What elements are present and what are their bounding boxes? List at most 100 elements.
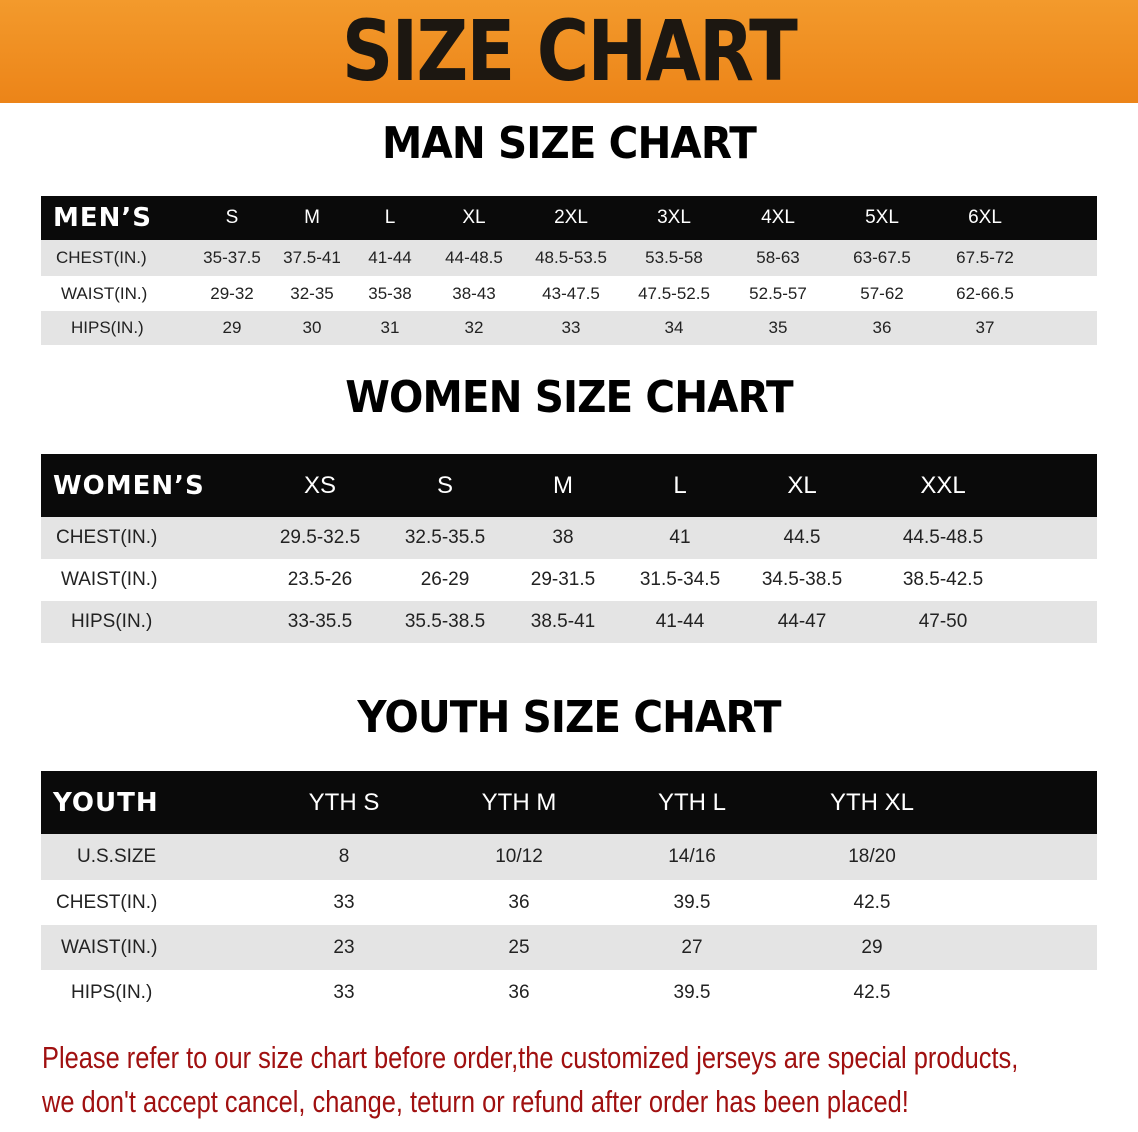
youth-header-row: YOUTH YTH S YTH M YTH L YTH XL [41,771,1097,834]
table-cell: 31.5-34.5 [639,569,721,590]
table-cell: 52.5-57 [749,283,807,303]
size-column-header: 2XL [554,207,588,228]
table-row: CHEST(IN.) 33 36 39.5 42.5 [41,880,1097,925]
table-cell: 29-31.5 [530,569,596,590]
table-cell: 62-66.5 [956,283,1014,303]
table-cell: 53.5-58 [645,248,703,267]
women-section-title: WOMEN SIZE CHART [345,372,793,423]
table-row: HIPS(IN.) 29 30 31 32 33 34 35 36 37 [41,311,1097,345]
table-cell: 41-44 [368,248,412,267]
table-cell: 35-38 [368,283,412,303]
table-cell: 38.5-41 [530,611,596,632]
size-column-header: XL [462,207,486,228]
row-label: CHEST(IN.) [56,891,158,913]
table-cell: 41-44 [655,611,705,632]
table-cell: 42.5 [853,981,891,1003]
women-header-label: WOMEN’S [53,470,205,501]
table-cell: 29 [222,318,242,337]
size-column-header: 4XL [761,207,795,228]
table-row: WAIST(IN.) 23 25 27 29 [41,925,1097,970]
women-size-table: WOMEN’S XS S M L XL XXL CHEST(IN.) 29.5-32.5 32.5… [41,454,1097,643]
table-cell: 38.5-42.5 [902,569,984,590]
table-cell: 37 [975,318,995,337]
table-cell: 32-35 [290,283,334,303]
table-cell: 63-67.5 [853,248,911,267]
size-column-header: YTH XL [829,788,915,816]
row-label: HIPS(IN.) [71,318,144,337]
table-cell: 23 [333,936,355,958]
men-size-table: MEN’S S M L XL 2XL 3XL 4XL 5XL 6XL CHEST(IN.) 35-37… [41,196,1097,345]
row-label: WAIST(IN.) [61,936,158,958]
men-header-row: MEN’S S M L XL 2XL 3XL 4XL 5XL 6XL [41,196,1097,240]
table-row: HIPS(IN.) 33-35.5 35.5-38.5 38.5-41 41-44 44-… [41,601,1097,643]
row-label: HIPS(IN.) [71,981,153,1003]
row-label: WAIST(IN.) [61,569,158,590]
table-cell: 38-43 [452,283,496,303]
notice-line-2: we don't accept cancel, change, teturn o… [42,1084,909,1119]
table-cell: 35.5-38.5 [404,611,486,632]
table-cell: 35-37.5 [203,248,261,267]
row-label: HIPS(IN.) [71,611,153,632]
youth-size-table: YOUTH YTH S YTH M YTH L YTH XL U.S.SIZE 8 10/12… [41,771,1097,1015]
table-cell: 25 [508,936,530,958]
men-header-label: MEN’S [53,203,152,233]
table-cell: 33-35.5 [287,611,353,632]
table-cell: 32.5-35.5 [404,527,486,548]
table-cell: 41 [669,527,691,548]
banner-title: SIZE CHART [341,2,798,100]
size-column-header: L [384,207,396,228]
table-cell: 33 [333,981,355,1003]
size-column-header: M [304,207,320,228]
size-column-header: YTH L [657,788,727,816]
table-cell: 33 [333,891,355,913]
table-cell: 30 [302,318,322,337]
table-cell: 31 [380,318,400,337]
table-cell: 42.5 [853,891,891,913]
table-cell: 47.5-52.5 [638,283,710,303]
table-row: CHEST(IN.) 35-37.5 37.5-41 41-44 44-48.5 48.5… [41,240,1097,276]
table-cell: 14/16 [668,846,716,867]
row-label: CHEST(IN.) [56,527,158,548]
table-cell: 32 [464,318,484,337]
table-cell: 39.5 [673,891,711,913]
table-cell: 43-47.5 [542,283,600,303]
size-column-header: 3XL [657,207,691,228]
table-cell: 35 [768,318,788,337]
notice-line-1: Please refer to our size chart before or… [42,1040,1019,1075]
size-column-header: S [225,207,239,228]
order-notice: Please refer to our size chart before or… [42,1036,1019,1124]
table-cell: 58-63 [756,248,800,267]
table-cell: 36 [508,981,530,1003]
youth-header-label: YOUTH [53,787,159,818]
table-cell: 29.5-32.5 [279,527,361,548]
table-cell: 8 [338,846,350,867]
women-header-row: WOMEN’S XS S M L XL XXL [41,454,1097,517]
table-row: HIPS(IN.) 33 36 39.5 42.5 [41,970,1097,1015]
table-cell: 10/12 [495,846,543,867]
table-row: WAIST(IN.) 29-32 32-35 35-38 38-43 43-47.5 47.… [41,276,1097,311]
table-row: CHEST(IN.) 29.5-32.5 32.5-35.5 38 41 44.5 44.5… [41,517,1097,559]
size-column-header: 6XL [968,207,1002,228]
table-cell: 44.5 [783,527,821,548]
table-cell: 47-50 [918,611,968,632]
table-cell: 57-62 [860,283,904,303]
title-banner: SIZE CHART [0,0,1138,103]
table-cell: 44-48.5 [445,248,503,267]
size-column-header: 5XL [865,207,899,228]
size-column-header: L [673,471,687,499]
table-cell: 29 [861,936,883,958]
table-cell: 27 [681,936,703,958]
size-column-header: YTH M [481,788,557,816]
row-label: CHEST(IN.) [56,248,147,267]
table-row: U.S.SIZE 8 10/12 14/16 18/20 [41,834,1097,880]
size-column-header: M [553,471,573,499]
size-column-header: S [436,471,454,499]
size-column-header: XXL [920,471,966,499]
table-cell: 48.5-53.5 [535,248,607,267]
table-cell: 33 [561,318,581,337]
table-cell: 36 [872,318,892,337]
table-cell: 18/20 [848,846,896,867]
row-label: WAIST(IN.) [61,283,148,303]
table-cell: 34 [664,318,684,337]
row-label: U.S.SIZE [77,846,157,867]
